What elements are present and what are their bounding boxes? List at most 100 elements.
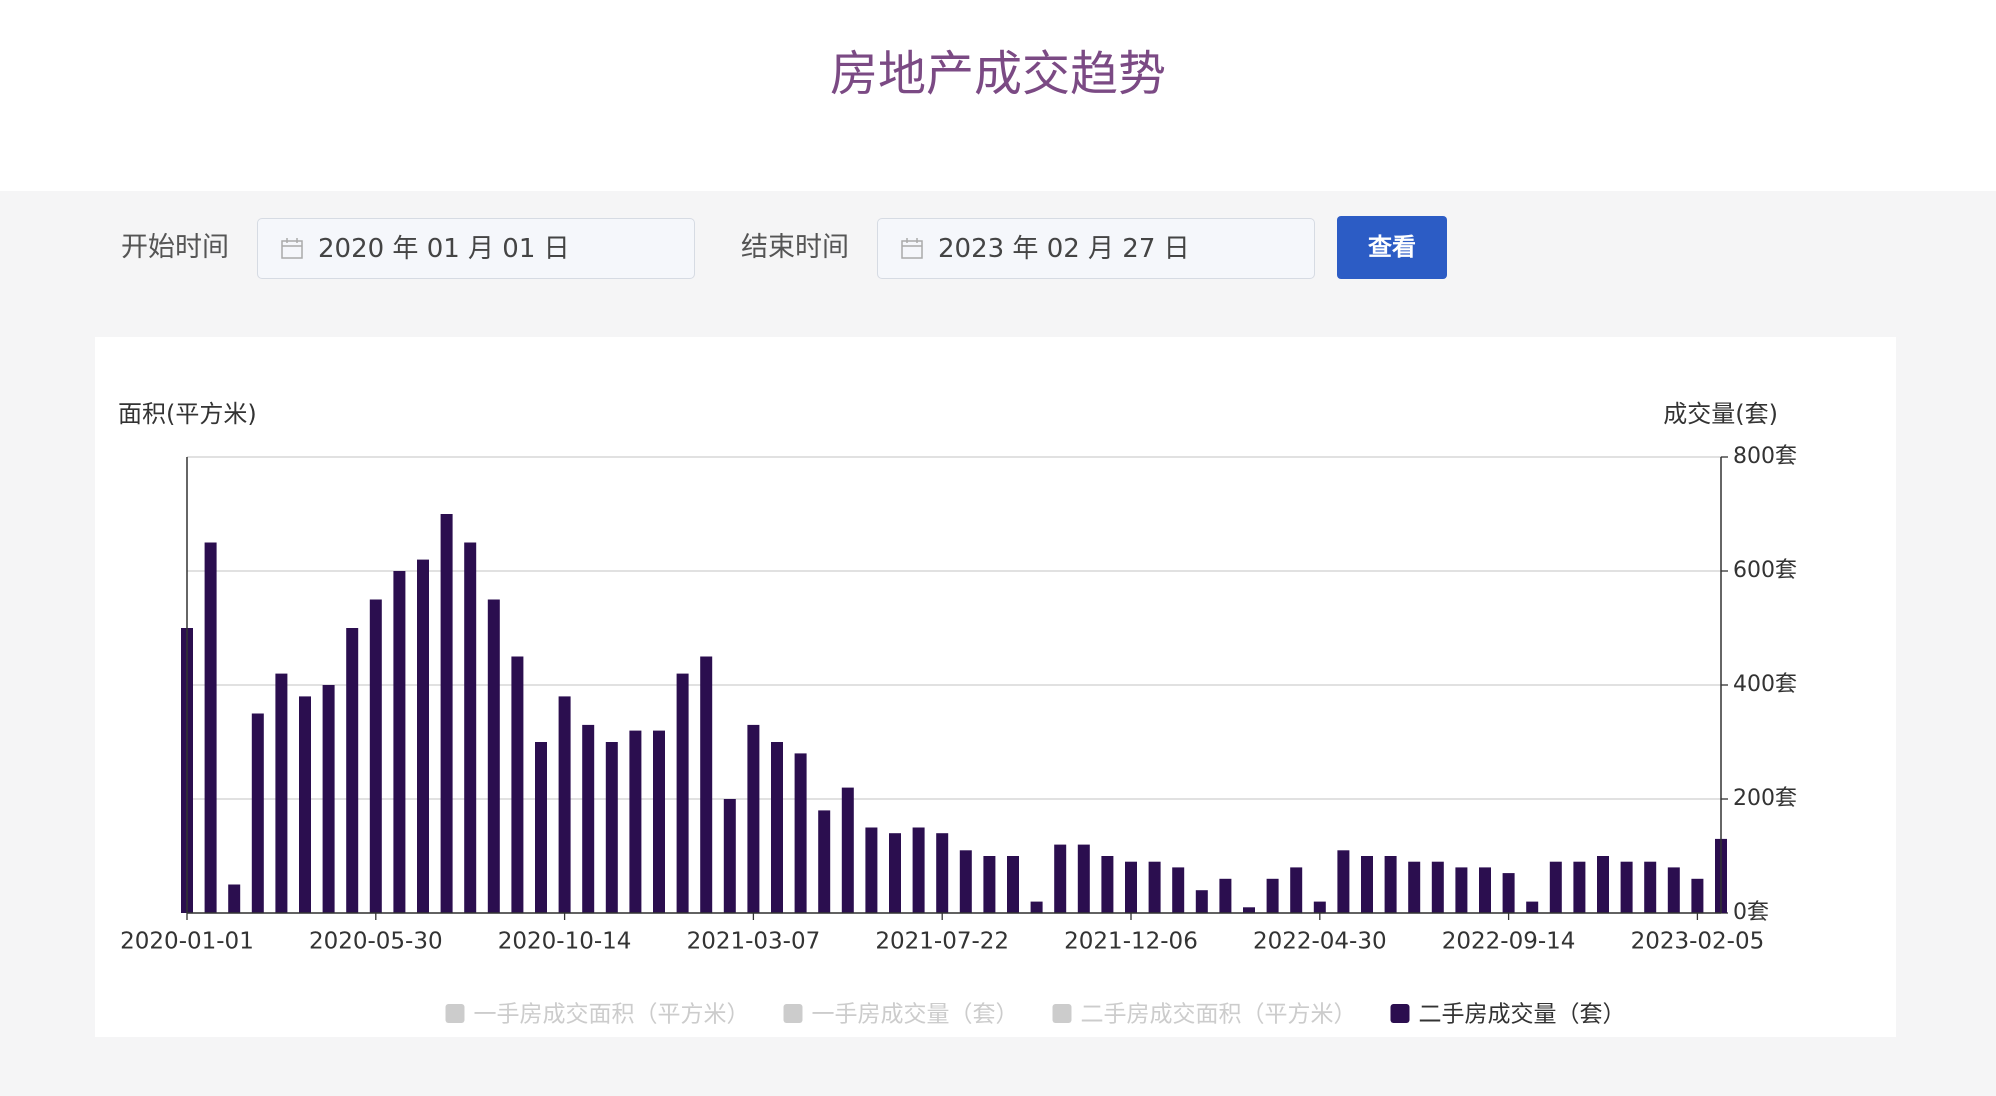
bar <box>1620 861 1633 913</box>
x-tick-label: 2020-01-01 <box>120 929 254 955</box>
bar <box>1172 867 1185 913</box>
y2-tick-label: 600套 <box>1733 558 1797 583</box>
bar <box>1030 901 1043 913</box>
y2-tick-label: 0套 <box>1733 900 1769 925</box>
bar <box>1054 844 1067 913</box>
bar <box>511 656 524 913</box>
bar <box>1573 861 1586 913</box>
y2-tick-label: 800套 <box>1733 444 1797 469</box>
bar <box>1290 867 1303 913</box>
end-label: 结束时间 <box>741 232 849 263</box>
bar <box>1644 861 1657 913</box>
bar <box>535 742 547 913</box>
bar <box>1502 873 1515 913</box>
bar <box>794 753 807 913</box>
end-date: 2023 年 02 月 27 日 <box>938 234 1190 264</box>
bar <box>1384 856 1397 913</box>
bar <box>841 787 854 913</box>
legend-label: 一手房成交量（套） <box>812 1002 1019 1028</box>
end-date-input[interactable]: 2023 年 02 月 27 日 <box>877 218 1315 279</box>
page-title: 房地产成交趋势 <box>829 46 1166 102</box>
bar <box>228 884 241 913</box>
bar <box>1337 850 1350 913</box>
legend-swatch <box>445 1004 465 1023</box>
bar <box>1125 861 1137 913</box>
y2-tick-label: 200套 <box>1733 786 1797 811</box>
y2-tick-label: 400套 <box>1733 672 1797 697</box>
legend-label: 一手房成交面积（平方米） <box>474 1002 750 1028</box>
legend-label: 二手房成交面积（平方米） <box>1081 1002 1357 1028</box>
bar <box>912 827 925 913</box>
bar <box>771 742 783 913</box>
bar <box>1549 861 1562 913</box>
bar <box>558 696 571 913</box>
bar <box>1408 861 1421 913</box>
bar <box>1479 867 1491 913</box>
bar <box>983 856 996 913</box>
bar <box>417 559 429 913</box>
bar <box>629 730 642 913</box>
chart-panel: 面积(平方米) 成交量(套) 0套 200套 400套 600套 800套 2020-01… <box>95 337 1896 1037</box>
x-tick-label: 2023-02-05 <box>1631 929 1765 955</box>
bar <box>1313 901 1326 913</box>
bar <box>1219 878 1232 913</box>
bar <box>1148 861 1161 913</box>
bar <box>369 599 382 913</box>
bar <box>299 696 311 913</box>
bar <box>322 685 335 913</box>
y2-axis-label: 成交量(套) <box>1663 400 1778 428</box>
bar <box>889 833 901 913</box>
bar <box>1691 878 1704 913</box>
bar <box>440 514 453 913</box>
bar <box>818 810 831 913</box>
bar <box>1266 878 1279 913</box>
x-tick-label: 2021-03-07 <box>687 929 821 955</box>
bar <box>936 833 949 913</box>
bar <box>1667 867 1680 913</box>
bar <box>1077 844 1090 913</box>
x-tick-label: 2021-07-22 <box>875 929 1009 955</box>
x-tick-label: 2020-05-30 <box>309 929 443 955</box>
bar <box>1455 867 1468 913</box>
bar <box>204 542 217 913</box>
bar <box>1526 901 1539 913</box>
bar <box>346 628 359 913</box>
bar <box>959 850 972 913</box>
bar <box>1597 856 1609 913</box>
bar <box>747 724 760 913</box>
bar <box>605 742 618 913</box>
bar <box>1101 856 1114 913</box>
x-tick-label: 2022-09-14 <box>1442 929 1576 955</box>
y-axis-label: 面积(平方米) <box>118 400 257 428</box>
legend-swatch <box>1052 1004 1072 1023</box>
bar <box>676 673 689 913</box>
calendar-icon <box>901 238 923 259</box>
bar <box>700 656 713 913</box>
x-tick-label: 2022-04-30 <box>1253 929 1387 955</box>
bar <box>653 730 665 913</box>
start-label: 开始时间 <box>121 232 229 263</box>
bar <box>723 799 736 913</box>
bar <box>865 827 878 913</box>
start-date-input[interactable]: 2020 年 01 月 01 日 <box>257 218 695 279</box>
legend-swatch <box>783 1004 803 1023</box>
start-date: 2020 年 01 月 01 日 <box>318 234 570 264</box>
bar <box>393 571 406 913</box>
query-button[interactable]: 查看 <box>1337 216 1447 279</box>
bar <box>1431 861 1444 913</box>
calendar-icon <box>281 238 303 259</box>
bar <box>275 673 288 913</box>
bar <box>1361 856 1373 913</box>
bar <box>251 713 264 913</box>
bar <box>1195 890 1208 913</box>
legend-label: 二手房成交量（套） <box>1419 1002 1626 1028</box>
chart: 面积(平方米) 成交量(套) 0套 200套 400套 600套 800套 2020-01… <box>118 400 1797 1028</box>
bar <box>464 542 477 913</box>
x-tick-label: 2020-10-14 <box>498 929 632 955</box>
x-tick-label: 2021-12-06 <box>1064 929 1198 955</box>
legend-swatch <box>1390 1004 1410 1023</box>
bar <box>1007 856 1019 913</box>
bar <box>582 724 595 913</box>
bar <box>1243 907 1255 913</box>
